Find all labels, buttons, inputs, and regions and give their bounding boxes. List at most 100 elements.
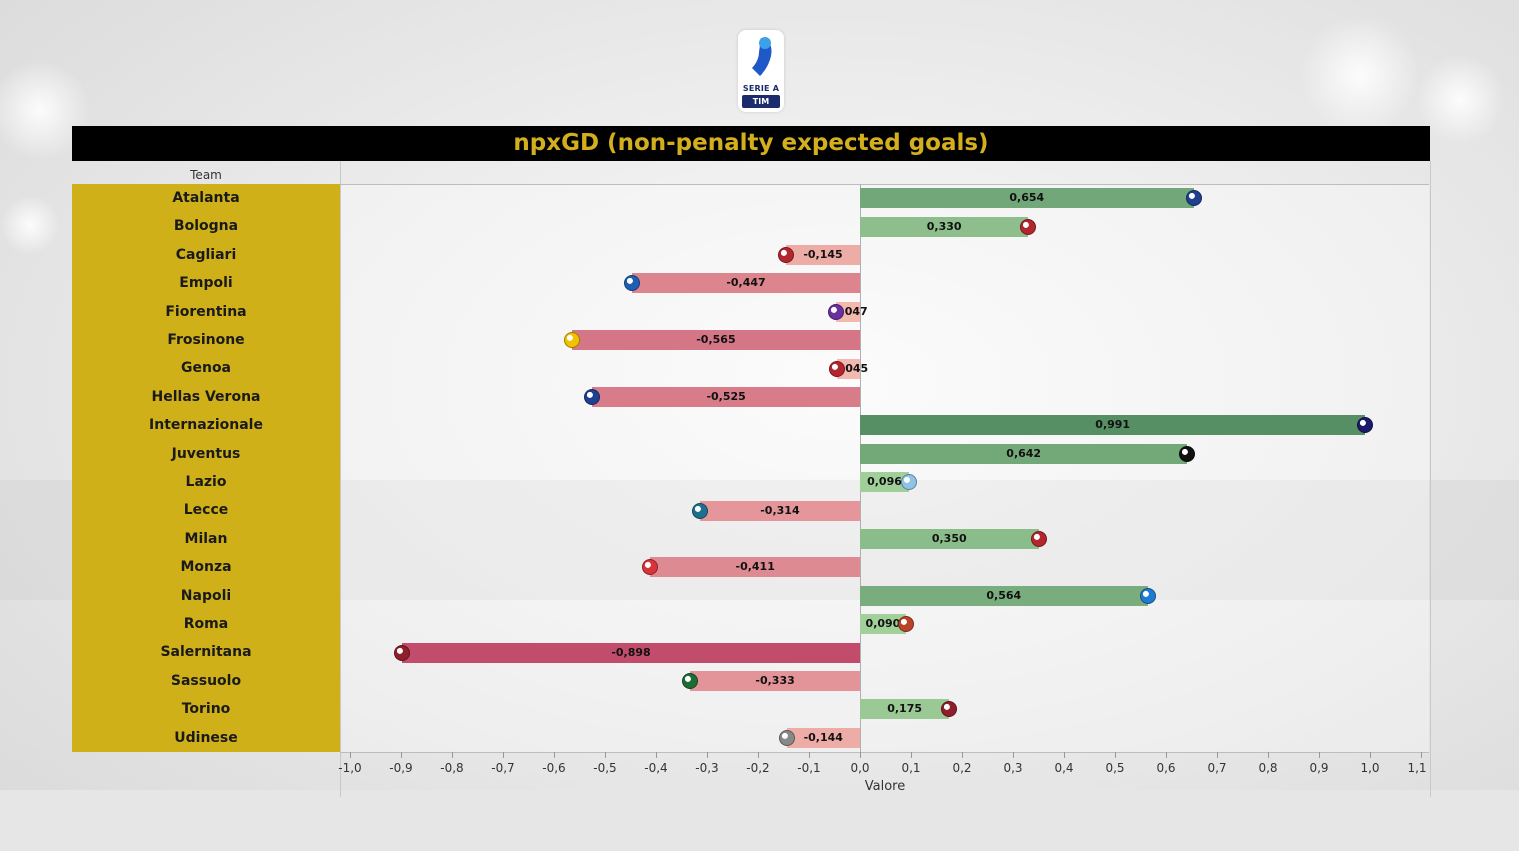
x-tick-label: 1,0	[1360, 761, 1380, 775]
bar-value-label: 0,564	[986, 588, 1022, 602]
bar-value-label: 0,350	[931, 532, 967, 545]
bar	[699, 500, 860, 521]
team-column-header: Team	[190, 168, 222, 182]
bar	[402, 642, 860, 663]
team-label: Frosinone	[167, 332, 245, 348]
bar	[786, 245, 860, 265]
bar-value-label: 0,090	[865, 617, 901, 631]
team-label: Bologna	[173, 218, 239, 235]
x-tick	[1064, 752, 1065, 758]
bar-value-label: -0,898	[611, 645, 651, 659]
x-tick-label: 0,7	[1207, 761, 1227, 775]
x-tick-label: -0,1	[797, 761, 821, 775]
logo-text: SERIE A	[742, 84, 780, 93]
bar-value-label: 0,175	[887, 702, 923, 716]
x-tick	[911, 752, 912, 758]
bar-value-label: 0,096	[867, 475, 902, 489]
bar-value-label: -0,447	[726, 276, 766, 290]
team-label: Fiorentina	[165, 303, 247, 320]
x-tick-label: -0,6	[542, 761, 566, 775]
team-badge-icon	[1030, 531, 1047, 547]
team-badge-icon	[941, 701, 958, 718]
x-tick	[503, 752, 504, 758]
team-badge-icon	[563, 332, 580, 349]
team-label: Sassuolo	[170, 672, 242, 689]
team-label: Udinese	[174, 729, 238, 746]
serie-a-logo: SERIE A TIM	[738, 30, 784, 112]
bar	[860, 699, 950, 720]
x-tick	[809, 752, 810, 758]
x-tick-label: 0,6	[1156, 761, 1176, 775]
team-label: Napoli	[180, 587, 232, 604]
x-tick-label: 0,3	[1003, 761, 1023, 775]
team-badge-icon	[900, 474, 917, 491]
zero-line	[860, 184, 861, 752]
bar	[786, 727, 860, 748]
team-badge-icon	[1139, 587, 1156, 604]
team-badge-icon	[394, 644, 411, 661]
x-tick-label: -0,7	[491, 761, 515, 775]
x-tick-label: 0,0	[850, 761, 870, 775]
x-tick	[1319, 752, 1320, 758]
bar	[860, 415, 1366, 436]
x-tick	[707, 752, 708, 758]
x-tick	[1013, 752, 1014, 758]
team-label: Lazio	[185, 474, 227, 490]
x-tick-label: 0,8	[1258, 761, 1278, 775]
bar	[860, 585, 1148, 606]
bar-value-label: -0,314	[760, 503, 800, 517]
x-tick-label: -0,2	[746, 761, 770, 775]
x-tick	[1166, 752, 1167, 758]
x-tick-label: 1,1	[1407, 761, 1427, 775]
bar-value-label: 0,654	[1009, 191, 1045, 205]
team-badge-icon	[828, 303, 845, 320]
bar-value-label: -0,565	[696, 333, 736, 347]
x-tick	[350, 752, 351, 758]
team-label: Roma	[183, 616, 229, 632]
team-label: Internazionale	[149, 417, 263, 434]
bar	[650, 557, 860, 578]
chart-title: npxGD (non-penalty expected goals)	[72, 126, 1430, 161]
x-tick	[1217, 752, 1218, 758]
bar-value-label: 0,991	[1095, 418, 1131, 432]
team-badge-icon	[691, 502, 708, 519]
chart-frame	[340, 161, 1431, 797]
bar	[860, 188, 1194, 209]
x-tick	[452, 752, 453, 758]
x-tick-label: -0,4	[644, 761, 668, 775]
x-tick-label: 0,1	[901, 761, 921, 775]
plot-area	[341, 184, 1429, 752]
bar	[571, 330, 860, 351]
bar-value-label: -0,333	[755, 674, 795, 687]
x-tick	[656, 752, 657, 758]
team-badge-icon	[1020, 218, 1037, 235]
team-label: Lecce	[183, 502, 229, 519]
team-label: Empoli	[179, 275, 233, 292]
x-tick	[1421, 752, 1422, 758]
bar	[592, 387, 860, 407]
x-tick-label: -0,3	[695, 761, 719, 775]
team-badge-icon	[778, 729, 795, 746]
x-tick-label: 0,9	[1309, 761, 1329, 775]
team-badge-icon	[642, 559, 659, 576]
team-label: Milan	[184, 530, 228, 547]
team-label: Atalanta	[172, 190, 240, 206]
bar	[690, 671, 860, 691]
team-label: Monza	[180, 559, 232, 576]
team-label: Hellas Verona	[151, 388, 261, 405]
bar	[860, 216, 1029, 237]
team-label: Salernitana	[160, 644, 252, 661]
x-axis-title: Valore	[864, 779, 906, 794]
team-badge-icon	[1357, 417, 1374, 434]
bar-value-label: 0,330	[926, 219, 962, 233]
bar-value-label: -0,144	[803, 730, 843, 744]
team-label: Cagliari	[175, 246, 237, 263]
x-tick	[554, 752, 555, 758]
logo-sponsor-text: TIM	[742, 95, 780, 108]
team-column: Atalanta Bologna Cagliari Empoli Fiorentina F…	[72, 184, 340, 752]
x-axis-line	[340, 752, 1429, 753]
team-badge-icon	[778, 247, 795, 263]
bar-value-label: -0,145	[803, 248, 843, 261]
bar-value-label: -0,525	[706, 390, 746, 403]
bar	[860, 529, 1039, 549]
